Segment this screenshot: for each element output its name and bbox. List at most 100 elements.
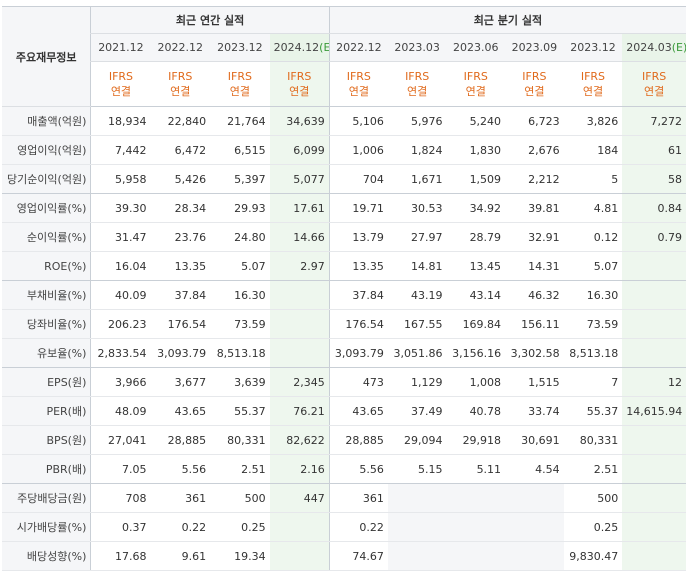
annual-value: 206.23: [90, 309, 151, 339]
quarter-value: 14.31: [505, 251, 564, 281]
annual-value: 5,958: [90, 164, 151, 194]
annual-value: 3,093.79: [150, 338, 211, 368]
estimate-marker: (E): [319, 41, 329, 54]
annual-value: 7,442: [90, 135, 151, 165]
financial-rows: 매출액(억원) 18,934 22,840 21,764 34,639 5,106 5,97…: [2, 106, 686, 571]
quarter-period-estimate: 2024.03(E): [622, 33, 686, 62]
annual-value: 22,840: [150, 106, 211, 136]
annual-value: 13.35: [150, 251, 211, 281]
annual-results-header: 최근 연간 실적: [90, 6, 330, 34]
row-label: 순이익률(%): [2, 222, 91, 252]
quarter-value: 19.71: [328, 193, 388, 223]
annual-value: 16.04: [90, 251, 151, 281]
quarter-value: 5,106: [328, 106, 388, 136]
quarter-value: 1,515: [505, 367, 564, 397]
annual-value: 7.05: [90, 454, 151, 484]
quarter-value: 0.25: [563, 512, 623, 542]
row-label: 당좌비율(%): [2, 309, 91, 339]
quarter-value: 13.35: [328, 251, 388, 281]
quarter-value: [387, 483, 447, 513]
ifrs-consolidated-tag: IFRS 연결: [563, 61, 623, 107]
ifrs-label: IFRS: [405, 70, 430, 83]
quarter-value: 1,008: [446, 367, 506, 397]
quarter-value: 1,830: [446, 135, 506, 165]
quarter-estimate-value: [622, 280, 686, 310]
quarter-value: 29,094: [387, 425, 447, 455]
financial-row: 영업이익률(%) 39.30 28.34 29.93 17.61 19.71 30.53 34…: [2, 193, 686, 223]
estimate-marker: (E): [671, 41, 686, 54]
quarter-value: 28.79: [446, 222, 506, 252]
quarter-value: 37.84: [328, 280, 388, 310]
quarter-value: 4.54: [505, 454, 564, 484]
quarter-value: 5.11: [446, 454, 506, 484]
ifrs-consolidated-tag: IFRS 연결: [622, 61, 686, 107]
annual-value: 80,331: [210, 425, 270, 455]
annual-value: 43.65: [150, 396, 211, 426]
quarter-value: [446, 483, 506, 513]
quarter-value: 1,006: [328, 135, 388, 165]
quarter-value: [446, 541, 506, 571]
annual-value: 17.68: [90, 541, 151, 571]
quarter-value: 5.56: [328, 454, 388, 484]
annual-value: 5,397: [210, 164, 270, 194]
quarter-value: 80,331: [563, 425, 623, 455]
quarter-value: 4.81: [563, 193, 623, 223]
annual-value: 28,885: [150, 425, 211, 455]
annual-estimate-value: [269, 338, 330, 368]
annual-estimate-value: 2.97: [269, 251, 330, 281]
financial-row: 매출액(억원) 18,934 22,840 21,764 34,639 5,106 5,97…: [2, 106, 686, 136]
quarter-estimate-value: [622, 454, 686, 484]
quarter-value: 30,691: [505, 425, 564, 455]
quarter-value: [446, 512, 506, 542]
annual-value: 5,426: [150, 164, 211, 194]
period-group-header-row: 주요재무정보 최근 연간 실적 최근 분기 실적: [2, 6, 686, 107]
financial-summary-table: 주요재무정보 최근 연간 실적 최근 분기 실적 2021.12 2022.12…: [2, 6, 686, 571]
quarter-value: 43.65: [328, 396, 388, 426]
quarter-value: 6,723: [505, 106, 564, 136]
annual-value: 708: [90, 483, 151, 513]
annual-value: 40.09: [90, 280, 151, 310]
quarter-value: 32.91: [505, 222, 564, 252]
period-label: 2024.03: [626, 41, 672, 54]
period-label: 2024.12: [273, 41, 320, 54]
financial-row: 순이익률(%) 31.47 23.76 24.80 14.66 13.79 27.97 28.…: [2, 222, 686, 252]
quarter-value: 2.51: [563, 454, 623, 484]
quarter-value: 5,976: [387, 106, 447, 136]
quarter-estimate-value: [622, 512, 686, 542]
quarter-value: 9,830.47: [563, 541, 623, 571]
quarter-value: 2,212: [505, 164, 564, 194]
consolidated-label: 연결: [229, 85, 250, 98]
annual-value: 0.22: [150, 512, 211, 542]
ifrs-label: IFRS: [642, 70, 667, 83]
ifrs-consolidated-tag: IFRS 연결: [269, 61, 330, 107]
annual-estimate-value: 2,345: [269, 367, 330, 397]
annual-period: 2023.12: [210, 33, 270, 62]
quarter-value: 1,824: [387, 135, 447, 165]
quarter-value: [505, 512, 564, 542]
quarter-estimate-value: [622, 309, 686, 339]
quarter-value: 1,129: [387, 367, 447, 397]
ifrs-consolidated-tag: IFRS 연결: [150, 61, 211, 107]
quarter-value: 500: [563, 483, 623, 513]
quarter-value: 34.92: [446, 193, 506, 223]
financial-row: 배당성향(%) 17.68 9.61 19.34 74.67 9,830.47: [2, 541, 686, 571]
financial-row: BPS(원) 27,041 28,885 80,331 82,622 28,885 29,0…: [2, 425, 686, 455]
quarter-estimate-value: 14,615.94: [622, 396, 686, 426]
quarter-value: 3,156.16: [446, 338, 506, 368]
annual-value: 27,041: [90, 425, 151, 455]
quarter-estimate-value: 0.79: [622, 222, 686, 252]
consolidated-label: 연결: [407, 85, 428, 98]
annual-value: 176.54: [150, 309, 211, 339]
quarter-value: 5.15: [387, 454, 447, 484]
row-label: PBR(배): [2, 454, 91, 484]
ifrs-consolidated-tag: IFRS 연결: [210, 61, 270, 107]
quarter-period: 2023.12: [563, 33, 623, 62]
quarter-value: 43.14: [446, 280, 506, 310]
consolidated-label: 연결: [582, 85, 604, 98]
quarter-estimate-value: 12: [622, 367, 686, 397]
annual-estimate-value: [269, 512, 330, 542]
annual-period: 2021.12: [90, 33, 151, 62]
annual-value: 55.37: [210, 396, 270, 426]
quarter-value: 27.97: [387, 222, 447, 252]
annual-value: 6,472: [150, 135, 211, 165]
